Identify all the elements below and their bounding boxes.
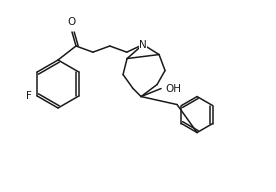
Text: O: O	[68, 17, 76, 27]
Text: F: F	[26, 91, 32, 101]
Text: N: N	[139, 40, 147, 50]
Text: OH: OH	[165, 84, 181, 94]
